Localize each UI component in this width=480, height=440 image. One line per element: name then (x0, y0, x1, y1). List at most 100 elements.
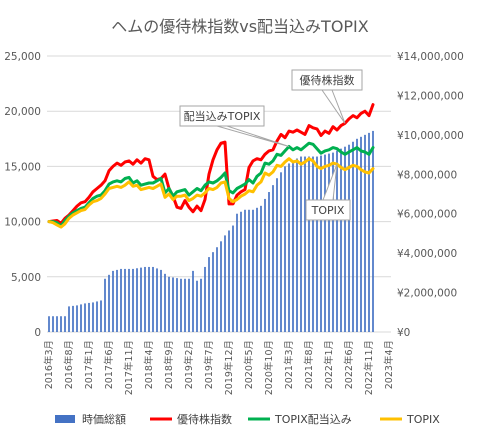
market-value-bar (172, 277, 174, 332)
market-value-bar (84, 303, 86, 332)
market-value-bar (64, 316, 66, 332)
left-axis-ticks: 0 5,000 10,000 15,000 20,000 25,000 (4, 51, 41, 339)
market-value-bar (280, 172, 282, 332)
market-value-bar (332, 152, 334, 332)
callout-pointer (322, 164, 338, 201)
market-value-bar (240, 211, 242, 332)
market-value-bar (164, 273, 166, 332)
market-value-bar (244, 209, 246, 332)
market-value-bar (340, 148, 342, 332)
x-tick-label: 2017年11月 (123, 340, 135, 395)
market-value-bar (48, 316, 50, 332)
market-value-bar (104, 278, 106, 332)
callout-label: 優待株指数 (300, 73, 355, 87)
market-value-bar (360, 136, 362, 332)
x-tick-label: 2020年10月 (263, 340, 275, 395)
left-tick-label: 10,000 (4, 217, 41, 229)
market-value-bar (200, 278, 202, 332)
x-tick-label: 2020年5月 (243, 340, 255, 389)
market-value-bar (272, 185, 274, 332)
market-value-bar (256, 207, 258, 332)
x-tick-label: 2021年8月 (303, 340, 315, 389)
market-value-bar (188, 278, 190, 332)
market-value-bar (128, 268, 130, 332)
market-value-bar (344, 146, 346, 332)
market-value-bar (112, 270, 114, 332)
market-value-bar (204, 266, 206, 332)
market-value-bar (160, 269, 162, 332)
market-value-bar (264, 198, 266, 332)
x-tick-label: 2021年3月 (283, 340, 295, 389)
x-tick-label: 2018年9月 (163, 340, 175, 389)
market-value-bar (148, 266, 150, 332)
market-value-bar (220, 241, 222, 332)
x-tick-label: 2016年3月 (43, 340, 55, 389)
right-tick-label: ¥4,000,000 (397, 248, 457, 260)
market-value-bar (180, 278, 182, 332)
market-value-bar (136, 268, 138, 332)
market-value-bar (192, 270, 194, 332)
market-value-bar (196, 280, 198, 332)
market-value-bar (364, 134, 366, 332)
market-value-bars (48, 130, 374, 332)
index-lines (47, 103, 375, 229)
market-value-bar (276, 178, 278, 332)
market-value-bar (260, 205, 262, 332)
legend: 時価総額 優待株指数 TOPIX配当込み TOPIX (55, 412, 440, 426)
x-tick-label: 2023年4月 (383, 340, 395, 389)
x-tick-label: 2019年7月 (203, 340, 215, 389)
x-axis-ticks: 2016年3月 2016年8月 2017年1月 2017年6月 2017年11月 2018… (43, 340, 395, 395)
market-value-bar (216, 247, 218, 332)
market-value-bar (288, 163, 290, 332)
callout-box (179, 105, 265, 127)
left-tick-label: 0 (34, 327, 41, 339)
market-value-bar (304, 156, 306, 332)
market-value-bar (368, 132, 370, 332)
market-value-bar (56, 316, 58, 332)
market-value-bar (100, 300, 102, 332)
market-value-bar (224, 235, 226, 332)
x-tick-label: 2016年8月 (63, 340, 75, 389)
market-value-bar (168, 276, 170, 332)
x-tick-label: 2022年1月 (323, 340, 335, 389)
market-value-bar (292, 160, 294, 332)
market-value-bar (156, 268, 158, 332)
market-value-bar (212, 252, 214, 332)
gridlines (47, 55, 391, 333)
x-tick-label: 2019年12月 (223, 340, 235, 395)
legend-label: TOPIX (406, 413, 440, 426)
market-value-bar (68, 306, 70, 332)
market-value-bar (88, 302, 90, 332)
right-axis-ticks: ¥0 ¥2,000,000 ¥4,000,000 ¥6,000,000 ¥8,000,0… (397, 51, 464, 339)
right-tick-label: ¥6,000,000 (397, 209, 457, 221)
market-value-bar (248, 209, 250, 332)
right-tick-label: ¥2,000,000 (397, 288, 457, 300)
series-line (47, 157, 375, 229)
market-value-bar (184, 278, 186, 332)
market-value-bar (328, 153, 330, 332)
market-value-bar (252, 209, 254, 332)
market-value-bar (132, 268, 134, 332)
market-value-bar (268, 192, 270, 332)
callout-label: 配当込みTOPIX (184, 109, 261, 123)
market-value-bar (312, 156, 314, 332)
x-tick-label: 2018年4月 (143, 340, 155, 389)
left-tick-label: 5,000 (11, 272, 41, 284)
legend-label: 時価総額 (82, 412, 126, 426)
right-tick-label: ¥10,000,000 (397, 130, 464, 142)
chart-title: ヘムの優待株指数vs配当込みTOPIX (111, 17, 369, 36)
series-line (47, 141, 375, 228)
market-value-bar (348, 144, 350, 332)
market-value-bar (228, 230, 230, 332)
callout-pointer (216, 125, 290, 148)
callout-box (305, 199, 351, 221)
x-tick-label: 2017年6月 (103, 340, 115, 389)
market-value-bar (92, 302, 94, 332)
market-value-bar (116, 269, 118, 332)
market-value-bar (144, 266, 146, 332)
right-tick-label: ¥8,000,000 (397, 169, 457, 181)
market-value-bar (300, 156, 302, 332)
market-value-bar (284, 166, 286, 332)
